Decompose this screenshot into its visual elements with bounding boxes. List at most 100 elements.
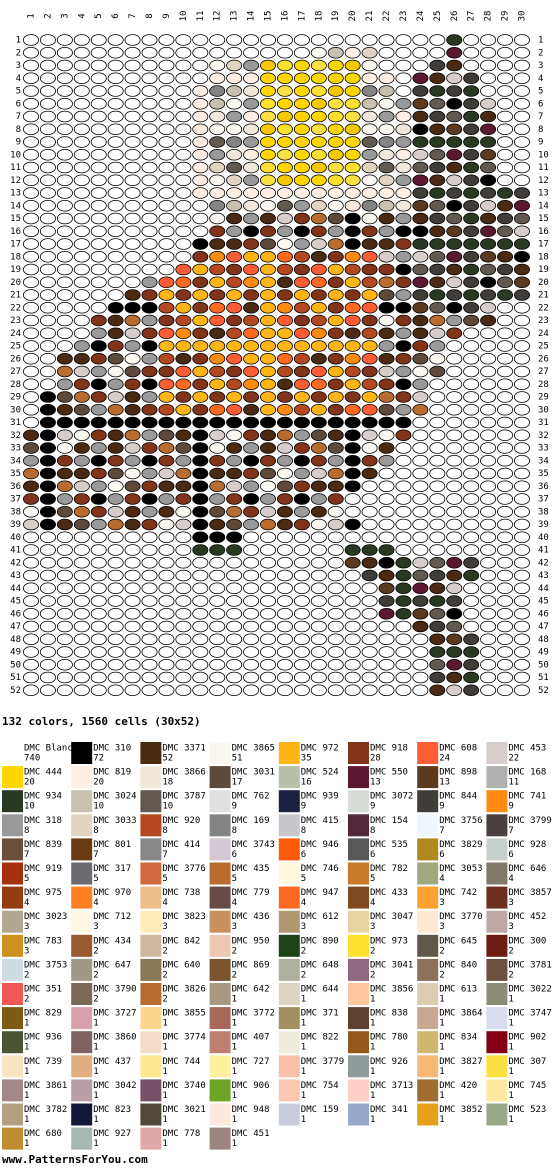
bead <box>39 582 56 595</box>
bead <box>158 263 175 276</box>
row-number: 35 <box>538 469 549 479</box>
bead <box>310 161 327 174</box>
bead <box>226 148 243 161</box>
bead <box>73 493 90 505</box>
color-swatch <box>278 1031 300 1054</box>
bead <box>175 556 192 569</box>
bead <box>56 582 73 595</box>
color-name: DMC 869 <box>232 960 270 970</box>
bead <box>226 301 243 314</box>
bead <box>39 480 56 493</box>
row-number: 31 <box>10 418 21 428</box>
column-number: 6 <box>111 13 121 18</box>
bead <box>192 212 209 225</box>
color-name: DMC 801 <box>93 840 131 850</box>
bead <box>124 263 141 276</box>
color-count: 1 <box>508 995 513 1005</box>
bead <box>395 174 412 187</box>
bead <box>124 595 141 607</box>
bead <box>513 480 530 493</box>
color-swatch <box>209 886 231 909</box>
bead <box>39 72 56 85</box>
color-name: DMC 453 <box>508 744 546 754</box>
bead <box>497 187 514 199</box>
bead <box>124 123 141 136</box>
bead <box>344 518 361 531</box>
bead <box>73 276 90 289</box>
bead <box>107 340 124 352</box>
bead <box>175 607 192 620</box>
color-swatch <box>71 1127 93 1150</box>
bead <box>192 110 209 123</box>
bead <box>90 136 107 148</box>
bead <box>243 276 260 289</box>
bead <box>344 544 361 556</box>
bead <box>293 289 310 301</box>
bead <box>344 72 361 85</box>
bead <box>209 633 226 646</box>
color-swatch <box>71 1007 93 1030</box>
bead <box>175 97 192 110</box>
bead <box>39 416 56 429</box>
bead <box>124 633 141 646</box>
color-name: DMC 644 <box>301 985 339 995</box>
bead <box>361 212 378 225</box>
bead <box>378 72 395 85</box>
bead <box>293 518 310 531</box>
bead <box>429 199 446 212</box>
bead <box>192 250 209 263</box>
bead <box>378 493 395 505</box>
bead <box>276 505 293 518</box>
bead <box>429 544 446 556</box>
row-number: 22 <box>10 303 21 313</box>
bead <box>243 467 260 480</box>
bead <box>124 110 141 123</box>
bead <box>73 136 90 148</box>
bead <box>497 289 514 301</box>
bead <box>378 658 395 671</box>
bead <box>412 365 429 378</box>
row-number: 40 <box>10 533 21 543</box>
bead <box>158 595 175 607</box>
bead <box>56 620 73 633</box>
bead <box>463 544 480 556</box>
color-count: 2 <box>24 995 29 1005</box>
color-swatch <box>140 862 162 885</box>
bead <box>463 34 480 46</box>
bead <box>73 416 90 429</box>
color-count: 24 <box>439 754 450 764</box>
color-name: DMC 613 <box>439 985 477 995</box>
bead <box>124 174 141 187</box>
bead <box>463 85 480 97</box>
bead <box>124 46 141 59</box>
bead <box>446 46 463 59</box>
bead <box>361 416 378 429</box>
bead <box>141 493 158 505</box>
bead <box>209 442 226 454</box>
bead <box>513 582 530 595</box>
bead <box>378 250 395 263</box>
bead <box>260 263 277 276</box>
row-number: 45 <box>538 597 549 607</box>
bead <box>446 34 463 46</box>
bead <box>378 671 395 684</box>
bead <box>141 556 158 569</box>
bead <box>209 416 226 429</box>
bead <box>412 684 429 697</box>
bead <box>395 454 412 467</box>
bead <box>327 671 344 684</box>
row-number: 42 <box>10 558 21 568</box>
color-count: 2 <box>93 995 98 1005</box>
bead <box>480 518 497 531</box>
bead <box>175 199 192 212</box>
bead <box>293 480 310 493</box>
bead <box>158 403 175 416</box>
bead <box>243 646 260 658</box>
bead <box>327 658 344 671</box>
bead <box>124 327 141 340</box>
bead <box>90 85 107 97</box>
color-swatch <box>348 766 369 789</box>
bead <box>73 391 90 403</box>
column-number: 20 <box>348 11 358 22</box>
color-count: 1 <box>24 1115 29 1125</box>
